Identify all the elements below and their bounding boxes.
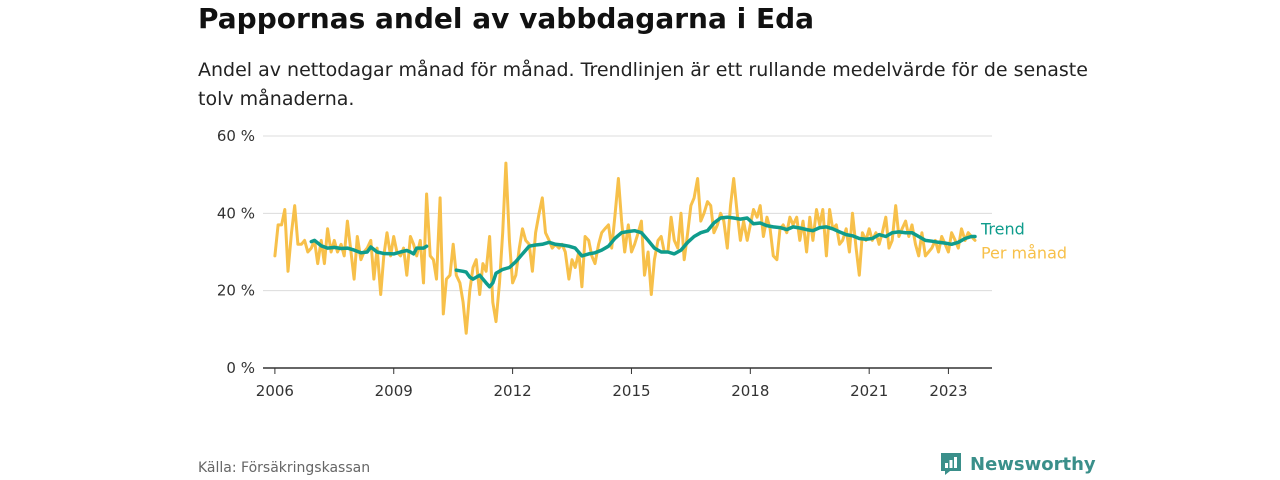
x-tick-label: 2021 [850, 382, 888, 400]
series-line-trend-segment-1 [454, 215, 977, 289]
legend-label-per-manad: Per månad [981, 243, 1067, 262]
legend-label-trend: Trend [980, 220, 1025, 239]
x-tick-label: 2023 [929, 382, 967, 400]
series-line-per-manad [273, 161, 977, 335]
x-axis: 2006 2009 2012 2015 2018 2021 2023 [256, 368, 968, 400]
brand-logo: Newsworthy [940, 452, 1096, 476]
chart-subtitle: Andel av nettodagar månad för månad. Tre… [198, 59, 1088, 110]
series-group [273, 161, 977, 335]
y-tick-label: 60 % [217, 127, 255, 145]
y-axis: 0 % 20 % 40 % 60 % [217, 127, 255, 377]
series-line-trend-segment-0 [309, 238, 429, 256]
legend: Trend Per månad [980, 220, 1067, 263]
chart-title: Pappornas andel av vabbdagarna i Eda [198, 2, 815, 35]
y-tick-label: 20 % [217, 282, 255, 300]
brand-name: Newsworthy [970, 453, 1096, 475]
y-tick-label: 40 % [217, 204, 255, 222]
x-tick-label: 2015 [612, 382, 650, 400]
x-tick-label: 2012 [494, 382, 532, 400]
grid-lines [263, 135, 992, 369]
source-note: Källa: Försäkringskassan [198, 460, 371, 476]
y-tick-label: 0 % [226, 359, 255, 377]
x-tick-label: 2009 [375, 382, 413, 400]
x-tick-label: 2006 [256, 382, 294, 400]
newsworthy-logo-icon [941, 453, 961, 475]
x-tick-label: 2018 [731, 382, 769, 400]
